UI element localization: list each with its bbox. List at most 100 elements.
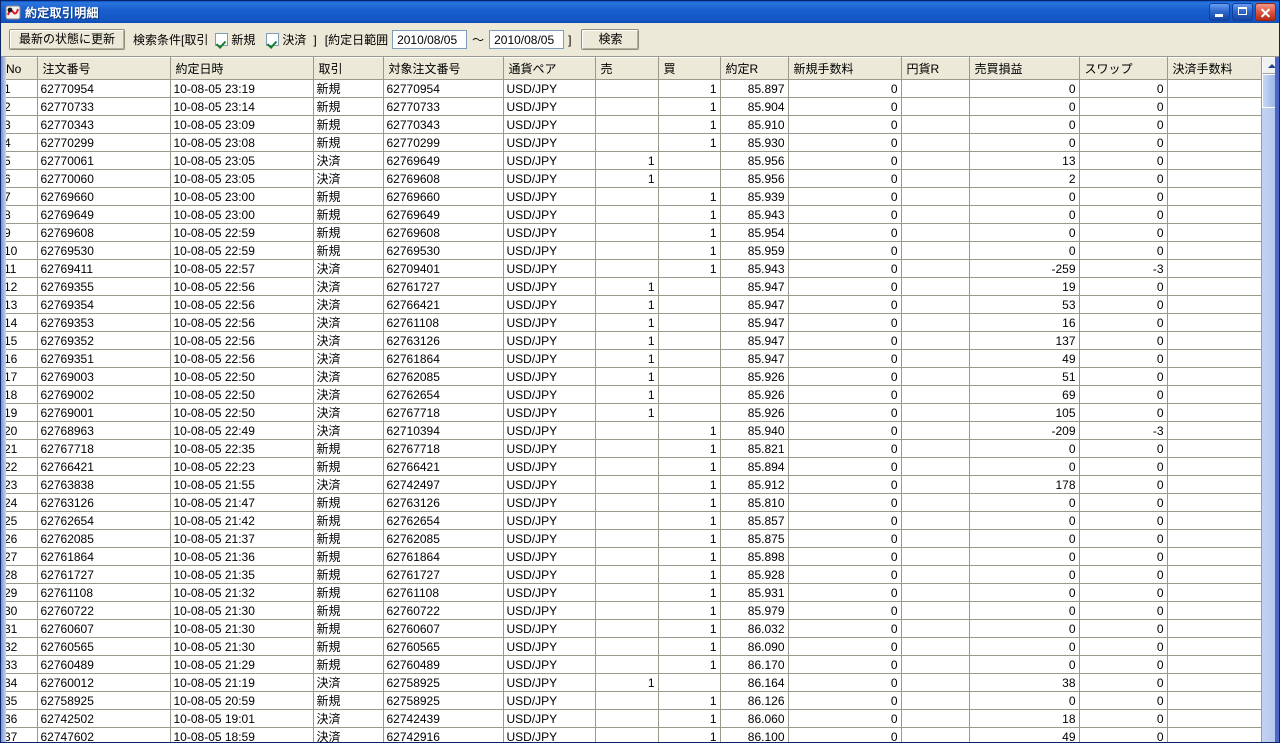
cell-datetime: 10-08-05 18:59 [170, 727, 314, 742]
criteria-close-bracket: ] [313, 32, 317, 47]
checkbox-settle[interactable]: 決済 [266, 31, 306, 48]
table-row[interactable]: 31 62760607 10-08-05 21:30 新規 62760607 USD/JP… [1, 619, 1261, 638]
cell-target_no: 62763126 [383, 331, 504, 350]
column-header-pair[interactable]: 通貨ペア [503, 57, 596, 80]
search-button[interactable]: 検索 [581, 29, 640, 50]
cell-buy [658, 673, 721, 692]
column-header-order_no[interactable]: 注文番号 [37, 57, 171, 80]
cell-order_no: 62760565 [37, 637, 171, 656]
table-row[interactable]: 8 62769649 10-08-05 23:00 新規 62769649 USD/JPY… [1, 205, 1261, 224]
column-header-new_fee[interactable]: 新規手数料 [788, 57, 902, 80]
cell-settle_fee: 0 [1167, 511, 1261, 530]
cell-target_no: 62762654 [383, 385, 504, 404]
table-row[interactable]: 15 62769352 10-08-05 22:56 決済 62763126 USD/JP… [1, 331, 1261, 350]
table-row[interactable]: 9 62769608 10-08-05 22:59 新規 62769608 USD/JPY… [1, 223, 1261, 242]
scrollbar-track[interactable] [1262, 74, 1279, 742]
cell-new_fee: 0 [788, 439, 902, 458]
maximize-button[interactable] [1232, 3, 1253, 21]
cell-datetime: 10-08-05 21:19 [170, 673, 314, 692]
cell-swap: 0 [1079, 529, 1168, 548]
table-row[interactable]: 11 62769411 10-08-05 22:57 決済 62709401 USD/JP… [1, 259, 1261, 278]
table-row[interactable]: 10 62769530 10-08-05 22:59 新規 62769530 USD/JP… [1, 241, 1261, 260]
cell-rate: 85.940 [720, 421, 789, 440]
cell-target_no: 62770733 [383, 97, 504, 116]
table-row[interactable]: 35 62758925 10-08-05 20:59 新規 62758925 USD/JP… [1, 691, 1261, 710]
cell-target_no: 62760489 [383, 655, 504, 674]
table-row[interactable]: 13 62769354 10-08-05 22:56 決済 62766421 USD/JP… [1, 295, 1261, 314]
column-header-buy[interactable]: 買 [658, 57, 721, 80]
cell-target_no: 62769608 [383, 223, 504, 242]
column-header-pl[interactable]: 売買損益 [969, 57, 1080, 80]
column-header-target_no[interactable]: 対象注文番号 [383, 57, 504, 80]
table-row[interactable]: 26 62762085 10-08-05 21:37 新規 62762085 USD/JP… [1, 529, 1261, 548]
table-row[interactable]: 4 62770299 10-08-05 23:08 新規 62770299 USD/JPY… [1, 133, 1261, 152]
table-row[interactable]: 12 62769355 10-08-05 22:56 決済 62761727 USD/JP… [1, 277, 1261, 296]
cell-datetime: 10-08-05 22:50 [170, 367, 314, 386]
column-header-sell[interactable]: 売 [595, 57, 659, 80]
table-row[interactable]: 36 62742502 10-08-05 19:01 決済 62742439 USD/JP… [1, 709, 1261, 728]
column-header-yen_rate[interactable]: 円貨R [901, 57, 970, 80]
table-row[interactable]: 20 62768963 10-08-05 22:49 決済 62710394 USD/JP… [1, 421, 1261, 440]
cell-no: 34 [1, 673, 38, 692]
table-row[interactable]: 17 62769003 10-08-05 22:50 決済 62762085 USD/JP… [1, 367, 1261, 386]
cell-rate: 85.875 [720, 529, 789, 548]
column-header-settle_fee[interactable]: 決済手数料 [1167, 57, 1261, 80]
date-to-input[interactable] [489, 30, 565, 49]
table-row[interactable]: 30 62760722 10-08-05 21:30 新規 62760722 USD/JP… [1, 601, 1261, 620]
column-header-swap[interactable]: スワップ [1079, 57, 1168, 80]
table-row[interactable]: 21 62767718 10-08-05 22:35 新規 62767718 USD/JP… [1, 439, 1261, 458]
table-row[interactable]: 1 62770954 10-08-05 23:19 新規 62770954 USD/JPY… [1, 79, 1261, 98]
checkbox-new-box[interactable] [215, 33, 229, 46]
table-row[interactable]: 28 62761727 10-08-05 21:35 新規 62761727 USD/JP… [1, 565, 1261, 584]
cell-sell [595, 115, 659, 134]
cell-pl: 0 [969, 529, 1080, 548]
table-row[interactable]: 22 62766421 10-08-05 22:23 新規 62766421 USD/JP… [1, 457, 1261, 476]
vertical-scrollbar[interactable] [1261, 57, 1279, 742]
cell-no: 15 [1, 331, 38, 350]
table-row[interactable]: 27 62761864 10-08-05 21:36 新規 62761864 USD/JP… [1, 547, 1261, 566]
cell-buy: 1 [658, 601, 721, 620]
cell-datetime: 10-08-05 23:14 [170, 97, 314, 116]
cell-datetime: 10-08-05 21:32 [170, 583, 314, 602]
cell-new_fee: 0 [788, 565, 902, 584]
cell-yen_rate [901, 475, 970, 494]
column-header-datetime[interactable]: 約定日時 [170, 57, 314, 80]
table-row[interactable]: 29 62761108 10-08-05 21:32 新規 62761108 USD/JP… [1, 583, 1261, 602]
table-row[interactable]: 33 62760489 10-08-05 21:29 新規 62760489 USD/JP… [1, 655, 1261, 674]
checkbox-settle-box[interactable] [266, 33, 280, 46]
cell-rate: 85.947 [720, 349, 789, 368]
table-row[interactable]: 23 62763838 10-08-05 21:55 決済 62742497 USD/JP… [1, 475, 1261, 494]
table-row[interactable]: 5 62770061 10-08-05 23:05 決済 62769649 USD/JPY… [1, 151, 1261, 170]
cell-yen_rate [901, 241, 970, 260]
table-row[interactable]: 18 62769002 10-08-05 22:50 決済 62762654 USD/JP… [1, 385, 1261, 404]
table-row[interactable]: 37 62747602 10-08-05 18:59 決済 62742916 USD/JP… [1, 727, 1261, 742]
refresh-button[interactable]: 最新の状態に更新 [9, 29, 126, 50]
table-row[interactable]: 6 62770060 10-08-05 23:05 決済 62769608 USD/JPY… [1, 169, 1261, 188]
table-row[interactable]: 16 62769351 10-08-05 22:56 決済 62761864 USD/JP… [1, 349, 1261, 368]
cell-pair: USD/JPY [503, 133, 596, 152]
table-row[interactable]: 2 62770733 10-08-05 23:14 新規 62770733 USD/JPY… [1, 97, 1261, 116]
table-row[interactable]: 7 62769660 10-08-05 23:00 新規 62769660 USD/JPY… [1, 187, 1261, 206]
cell-order_no: 62763838 [37, 475, 171, 494]
cell-sell: 1 [595, 385, 659, 404]
table-row[interactable]: 34 62760012 10-08-05 21:19 決済 62758925 USD/JP… [1, 673, 1261, 692]
column-header-rate[interactable]: 約定R [720, 57, 789, 80]
column-header-trade[interactable]: 取引 [313, 57, 384, 80]
table-row[interactable]: 25 62762654 10-08-05 21:42 新規 62762654 USD/JP… [1, 511, 1261, 530]
cell-trade: 新規 [313, 205, 384, 224]
table-row[interactable]: 3 62770343 10-08-05 23:09 新規 62770343 USD/JPY… [1, 115, 1261, 134]
column-header-no[interactable]: No [1, 57, 38, 80]
cell-datetime: 10-08-05 22:56 [170, 331, 314, 350]
scrollbar-rail[interactable] [1262, 108, 1279, 742]
grid-scroll-area[interactable]: No 注文番号 約定日時 取引 対象注文番号 通貨ペア売買約定R 新規手数料 円貨R 売買損益ス… [1, 57, 1261, 742]
cell-no: 14 [1, 313, 38, 332]
table-row[interactable]: 19 62769001 10-08-05 22:50 決済 62767718 USD/JP… [1, 403, 1261, 422]
cell-pair: USD/JPY [503, 439, 596, 458]
close-button[interactable] [1255, 3, 1276, 21]
table-row[interactable]: 24 62763126 10-08-05 21:47 新規 62763126 USD/JP… [1, 493, 1261, 512]
table-row[interactable]: 32 62760565 10-08-05 21:30 新規 62760565 USD/JP… [1, 637, 1261, 656]
minimize-button[interactable] [1209, 3, 1230, 21]
checkbox-new[interactable]: 新規 [215, 31, 255, 48]
table-row[interactable]: 14 62769353 10-08-05 22:56 決済 62761108 USD/JP… [1, 313, 1261, 332]
date-from-input[interactable] [392, 30, 468, 49]
